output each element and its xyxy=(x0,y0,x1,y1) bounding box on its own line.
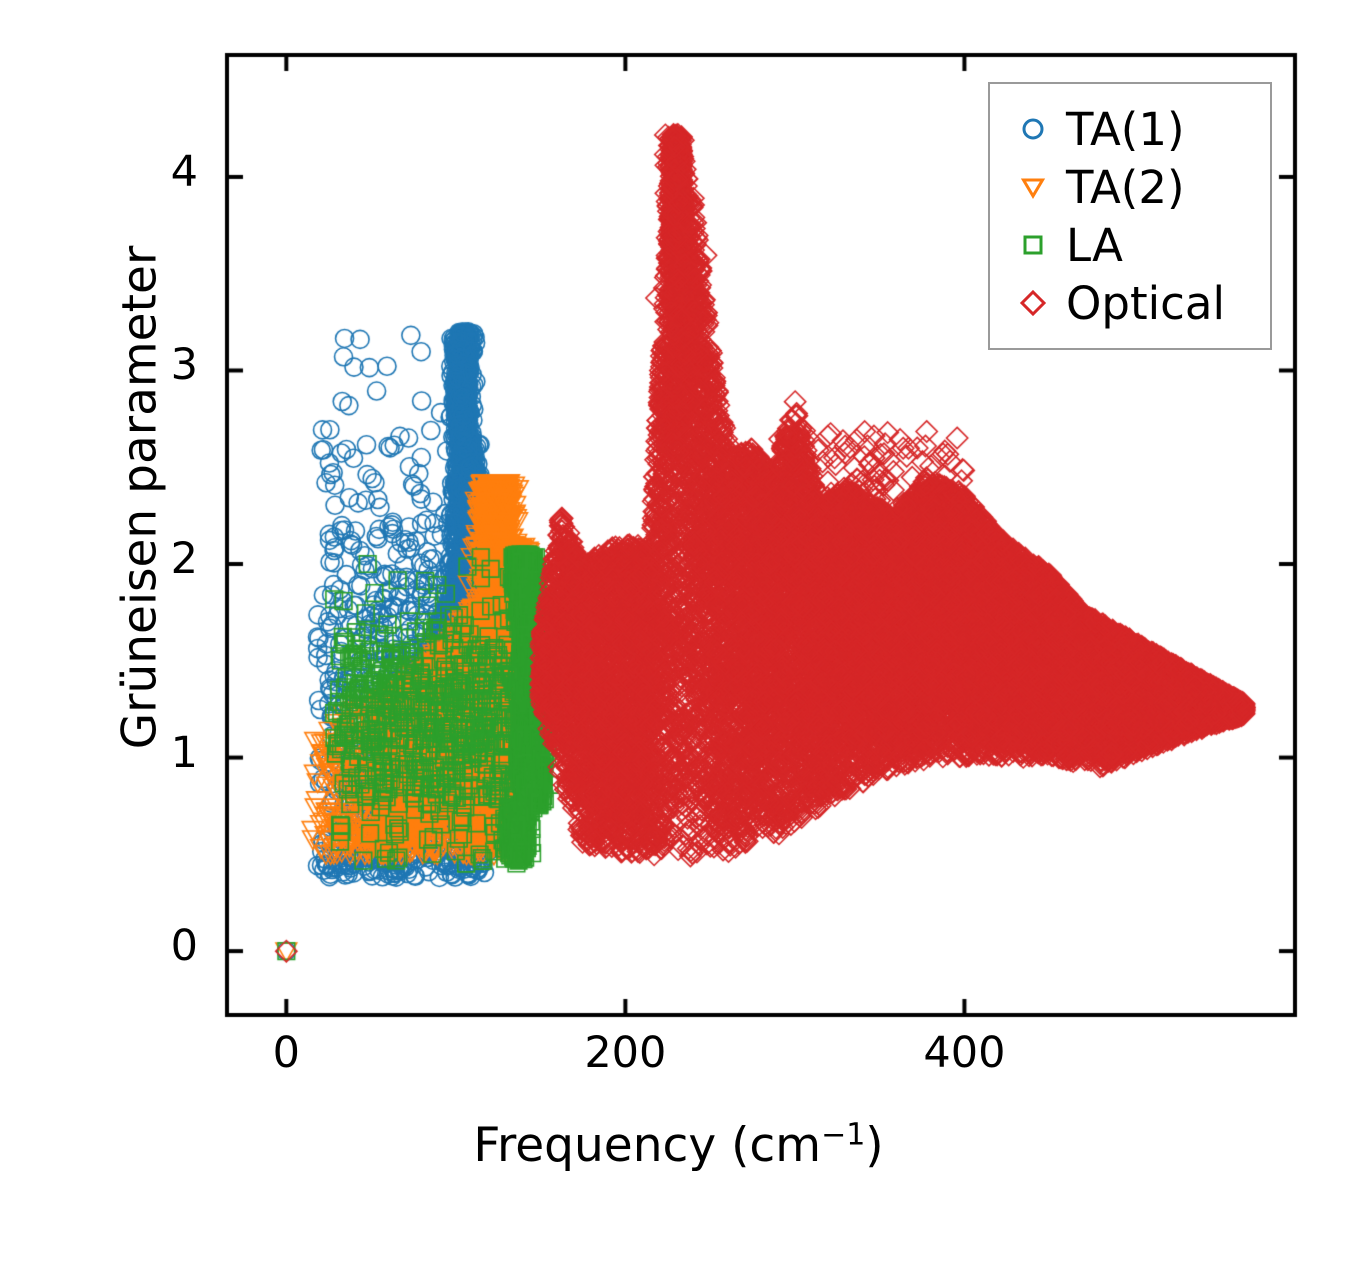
y-axis-label-wrapper: Grüneisen parameter xyxy=(113,18,168,978)
legend-entry-ta2[interactable]: TA(2) xyxy=(1006,158,1260,216)
xtick-label-1: 200 xyxy=(584,1028,667,1078)
legend-label-optical: Optical xyxy=(1066,276,1225,330)
legend-entry-la[interactable]: LA xyxy=(1006,216,1260,274)
ytick-label-4: 4 xyxy=(170,146,198,197)
x-axis-label-tail: ) xyxy=(865,1118,884,1173)
legend-entry-ta1[interactable]: TA(1) xyxy=(1006,100,1260,158)
legend-label-ta1: TA(1) xyxy=(1066,102,1185,156)
legend-marker-diamond-icon xyxy=(1006,288,1060,318)
legend-marker-circle-icon xyxy=(1006,114,1060,144)
legend-entry-optical[interactable]: Optical xyxy=(1006,274,1260,332)
ytick-label-3: 3 xyxy=(170,340,198,391)
ytick-label-0: 0 xyxy=(170,921,198,972)
legend-label-ta2: TA(2) xyxy=(1066,160,1185,214)
legend-label-la: LA xyxy=(1066,218,1123,272)
ytick-label-2: 2 xyxy=(170,534,198,585)
y-axis-label: Grüneisen parameter xyxy=(112,245,168,750)
legend-marker-triangle-down-icon xyxy=(1006,172,1060,202)
legend-marker-square-icon xyxy=(1006,230,1060,260)
legend-box: TA(1) TA(2) LA Optical xyxy=(988,82,1272,350)
x-axis-label-base: Frequency (cm xyxy=(473,1118,822,1173)
xtick-label-0: 0 xyxy=(272,1028,300,1078)
x-axis-label: Frequency (cm−1) xyxy=(0,1118,1357,1173)
xtick-label-2: 400 xyxy=(923,1028,1006,1078)
x-axis-label-exponent: −1 xyxy=(821,1117,866,1153)
ytick-label-1: 1 xyxy=(170,727,198,778)
